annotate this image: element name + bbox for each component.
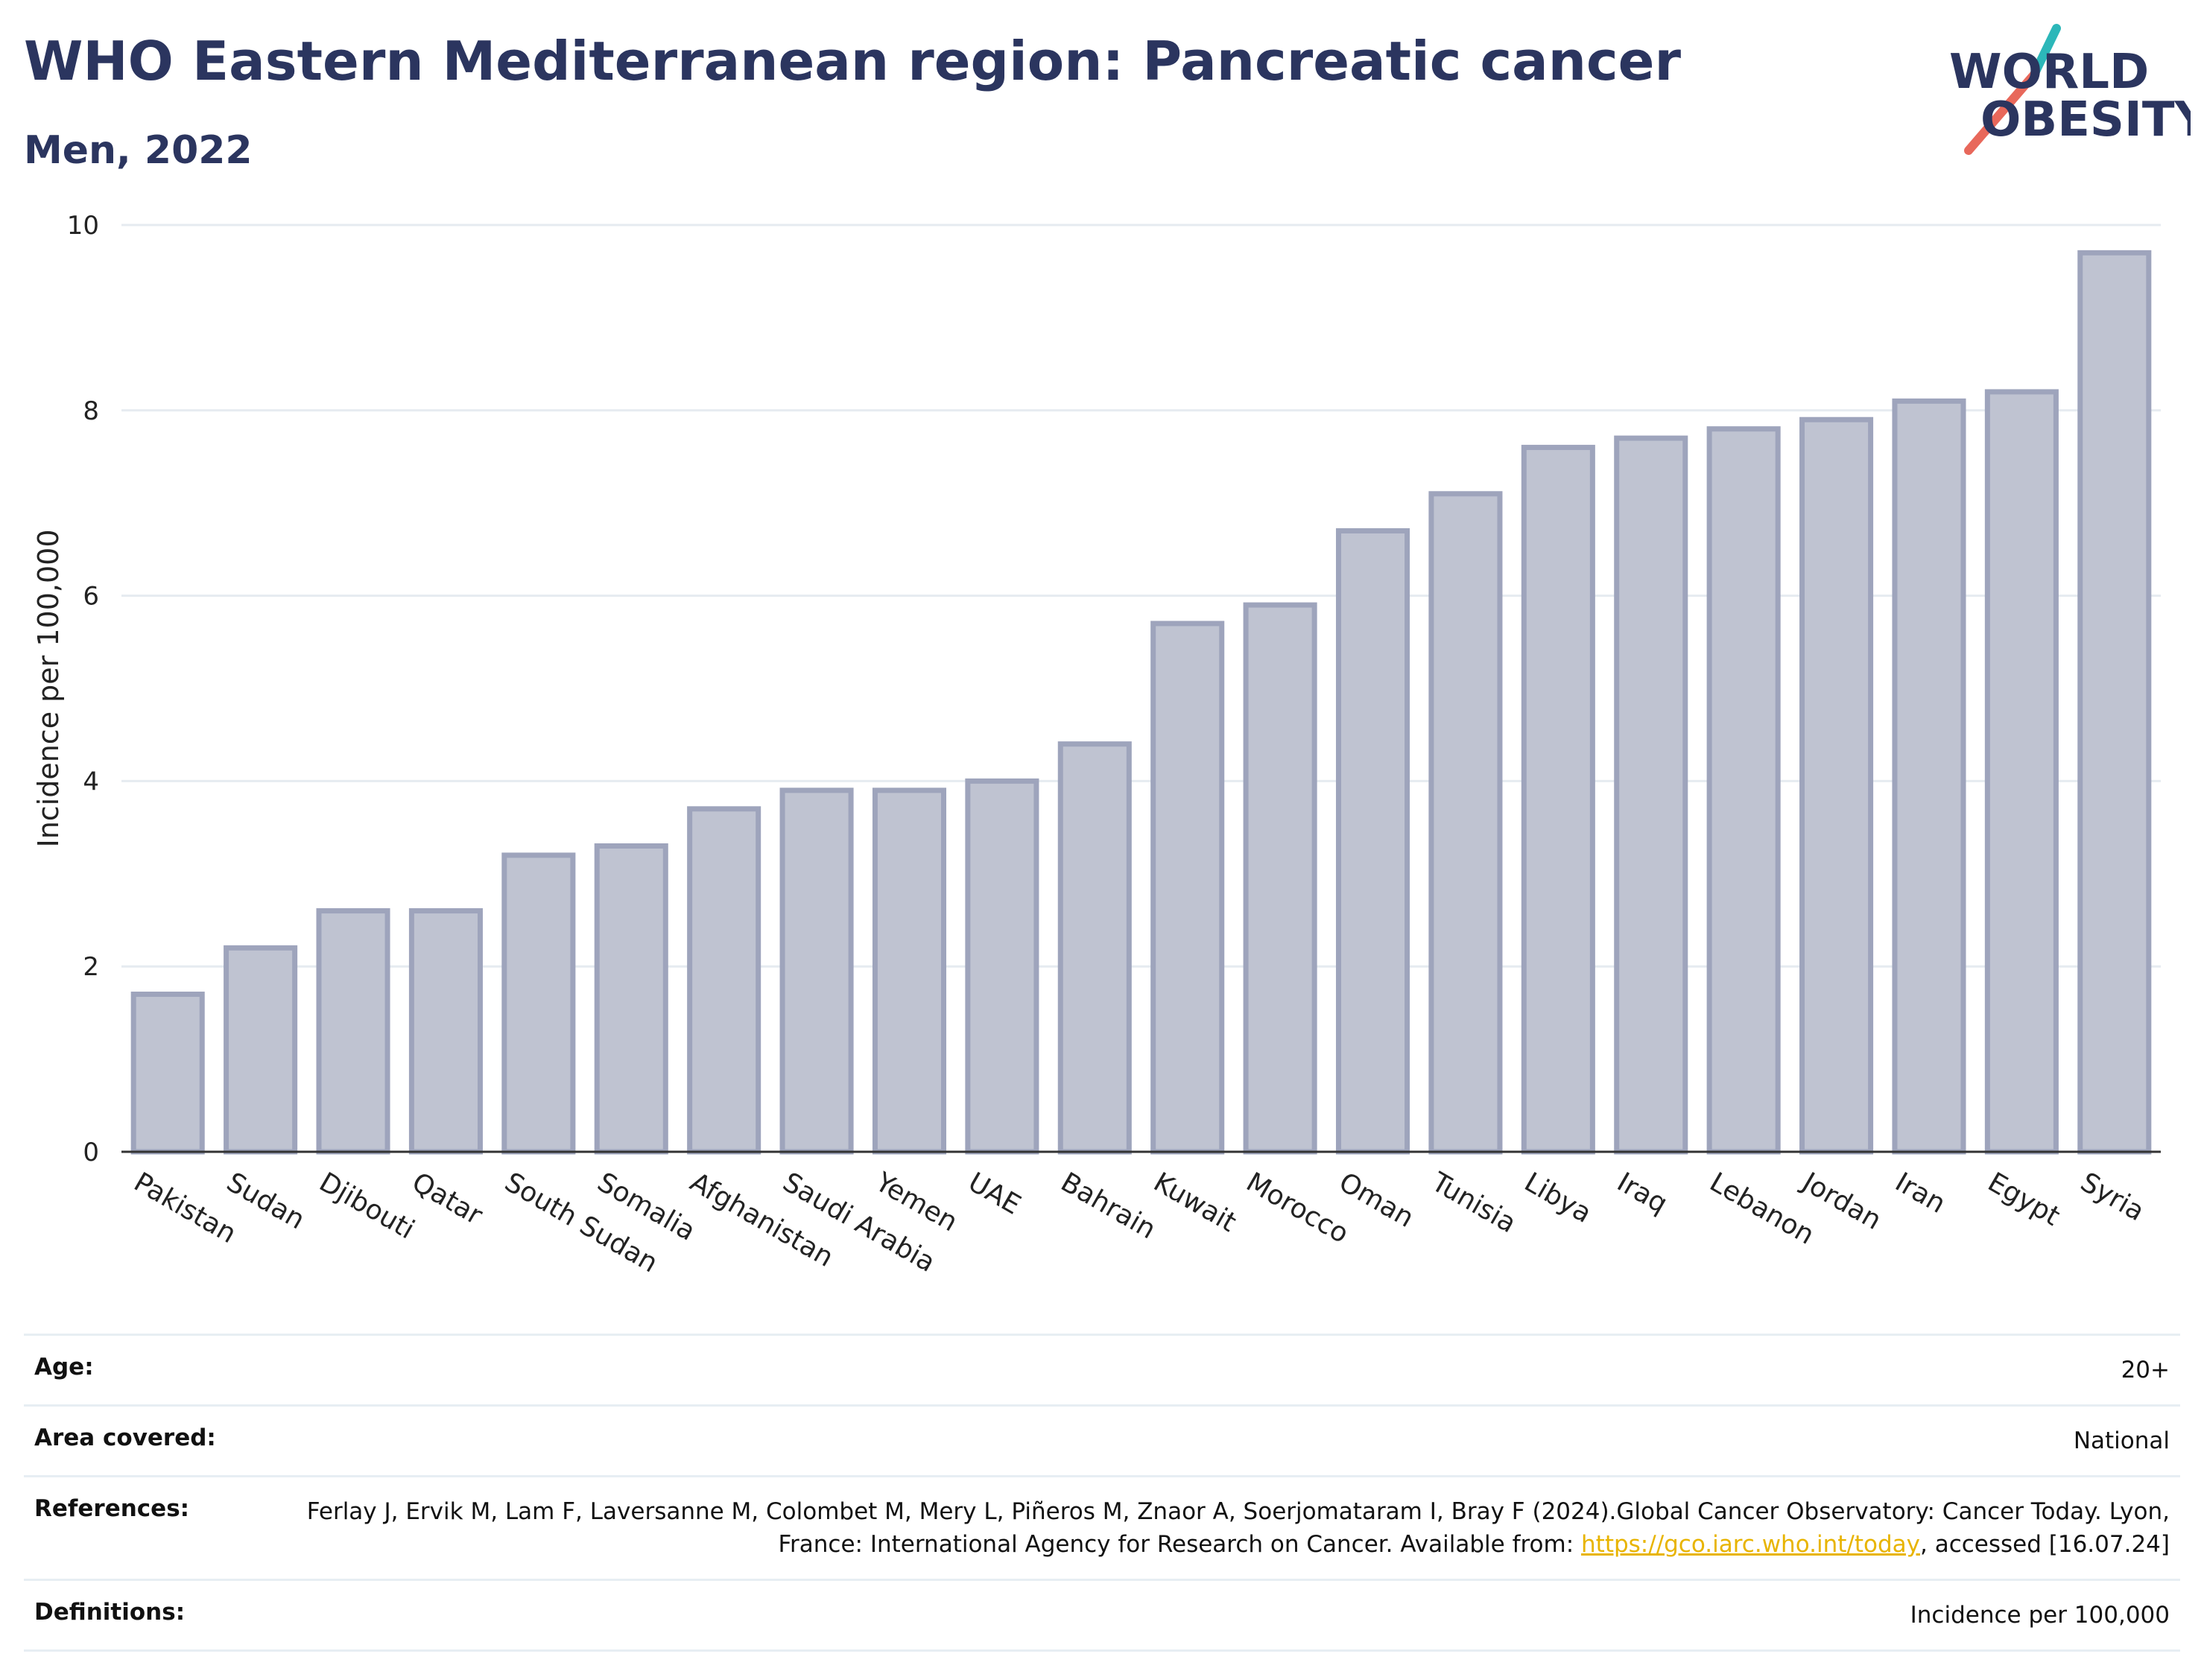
meta-definitions-label: Definitions: (34, 1599, 186, 1626)
references-link[interactable]: https://gco.iarc.who.int/today (1581, 1531, 1920, 1558)
y-tick-label: 4 (83, 767, 99, 796)
y-tick-label: 6 (83, 582, 99, 612)
x-tick-label: Iran (1890, 1167, 1950, 1220)
bar (1335, 528, 1410, 1155)
bar (316, 908, 390, 1155)
y-tick-label: 8 (83, 396, 99, 426)
x-tick-label: Iraq (1612, 1167, 1672, 1220)
logo-line1: WORLD (1949, 45, 2149, 100)
bar (130, 992, 205, 1155)
references-accessed: , accessed [16.07.24] (1919, 1531, 2170, 1558)
x-tick-label: Morocco (1241, 1167, 1354, 1249)
meta-age-value: 20+ (2121, 1357, 2170, 1383)
x-tick-label: Egypt (1983, 1167, 2065, 1232)
meta-row-age: Age: 20+ (24, 1334, 2180, 1404)
chart-subtitle: Men, 2022 (24, 128, 253, 173)
meta-row-area: Area covered: National (24, 1404, 2180, 1475)
world-obesity-logo: WORLD OBESITY (1949, 24, 2191, 155)
bar (1706, 426, 1781, 1155)
bar (224, 945, 298, 1155)
logo-slash-coral (1964, 70, 2039, 155)
meta-row-references: References: Ferlay J, Ervik M, Lam F, La… (24, 1475, 2180, 1579)
x-tick-label: Kuwait (1148, 1167, 1241, 1238)
bar (1243, 602, 1317, 1155)
x-tick-label: South Sudan (499, 1167, 662, 1278)
meta-row-definitions: Definitions: Incidence per 100,000 (24, 1579, 2180, 1652)
bar (779, 787, 854, 1155)
bar (1614, 435, 1688, 1155)
bar (1799, 416, 1874, 1155)
x-tick-label: Pakistan (129, 1167, 241, 1249)
chart-title: WHO Eastern Mediterranean region: Pancre… (24, 30, 1682, 92)
meta-age-label: Age: (34, 1354, 94, 1381)
meta-area-label: Area covered: (34, 1424, 216, 1451)
bar (501, 852, 576, 1155)
logo-slash-teal (2030, 24, 2061, 79)
bar (1428, 491, 1503, 1155)
meta-definitions-value: Incidence per 100,000 (1910, 1602, 2170, 1629)
bar (687, 806, 761, 1155)
bar (1521, 445, 1595, 1155)
x-tick-label: Bahrain (1056, 1167, 1161, 1245)
x-tick-label: Djibouti (314, 1167, 419, 1245)
y-tick-label: 0 (83, 1138, 99, 1167)
bar (408, 908, 483, 1155)
references-text: Ferlay J, Ervik M, Lam F, Laversanne M, … (306, 1498, 2170, 1558)
bar (2077, 250, 2152, 1155)
bar (965, 778, 1039, 1155)
x-tick-label: Syria (2075, 1167, 2149, 1227)
bar (872, 787, 947, 1155)
y-axis-title: Incidence per 100,000 (32, 529, 65, 847)
meta-references-label: References: (34, 1495, 190, 1522)
y-tick-label: 2 (83, 952, 99, 982)
x-tick-label: Qatar (407, 1167, 487, 1231)
bar (1892, 398, 1966, 1155)
bar (1150, 621, 1225, 1155)
x-tick-label: Lebanon (1705, 1167, 1820, 1251)
x-tick-label: UAE (963, 1167, 1025, 1220)
meta-area-value: National (2073, 1427, 2170, 1454)
x-tick-label: Libya (1519, 1167, 1597, 1229)
logo-line2: OBESITY (1980, 92, 2191, 148)
bar (1984, 389, 2059, 1155)
bar (1057, 741, 1132, 1155)
metadata-table: Age: 20+ Area covered: National Referenc… (24, 1334, 2180, 1652)
y-tick-label: 10 (67, 211, 99, 241)
bar (594, 843, 668, 1155)
x-tick-label: Tunisia (1426, 1167, 1521, 1239)
meta-references-value: Ferlay J, Ervik M, Lam F, Laversanne M, … (219, 1495, 2170, 1561)
